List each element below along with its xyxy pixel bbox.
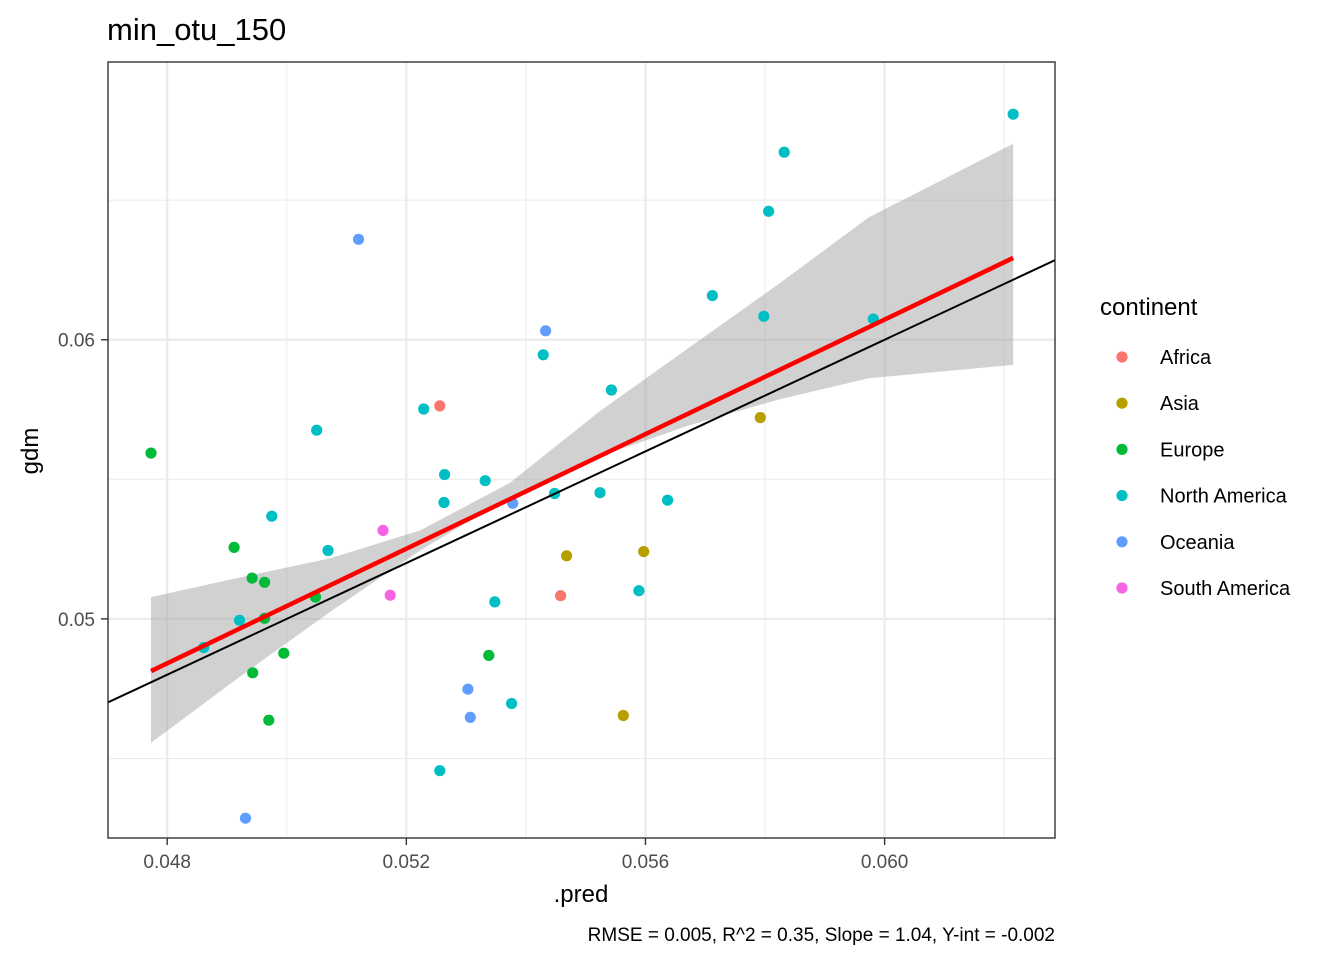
data-point [322,544,334,557]
data-point [758,310,770,322]
data-point [228,541,240,554]
data-point [706,290,719,302]
data-point [754,412,766,424]
data-point [555,590,567,602]
x-tick-label: 0.060 [861,852,909,873]
data-point [259,576,271,588]
data-point [434,400,446,412]
data-point [246,572,258,584]
data-point [605,384,618,396]
data-point [247,667,259,679]
data-point [233,614,246,626]
reference-line [108,259,1055,704]
y-tick-label: 0.06 [58,331,95,352]
x-tick-label: 0.052 [383,852,431,873]
plot-background [108,62,1055,838]
data-point [439,469,451,481]
data-point [145,447,157,459]
data-point [763,205,775,217]
data-point [1007,108,1019,120]
data-point [464,711,476,724]
data-point [633,585,645,597]
data-point [462,683,474,695]
x-tick-label: 0.056 [622,852,670,873]
data-point [540,325,552,337]
legend: continent Africa Asia Europe North America O… [1100,294,1291,600]
data-point [778,146,790,158]
data-point [638,546,650,558]
y-axis-title: gdm [17,428,44,475]
legend-key [1116,582,1128,594]
data-point [479,475,491,487]
data-point [483,649,495,662]
plot-area: 0.048 0.052 0.056 0.060 0.05 0.06 [58,61,1056,873]
data-point [266,510,278,522]
legend-key [1116,490,1128,502]
data-point [384,589,396,601]
data-point [506,697,518,710]
data-point [311,424,323,436]
legend-label: Africa [1160,347,1212,369]
data-point [278,647,290,659]
chart-title: min_otu_150 [107,12,286,47]
data-point [352,233,365,245]
legend-title: continent [1100,294,1198,321]
data-point [377,524,389,537]
legend-key [1116,351,1128,363]
legend-key [1116,536,1128,548]
legend-label: South America [1160,578,1291,600]
data-point [418,403,430,415]
regression-line [150,255,1015,674]
data-point [438,496,450,509]
legend-label: North America [1160,486,1288,508]
legend-key [1116,397,1128,409]
data-point [662,494,674,506]
x-tick-label: 0.048 [143,852,191,873]
data-point [537,349,549,361]
data-point [617,709,629,722]
data-points [145,108,1019,824]
data-point [594,487,606,499]
data-point [561,550,573,562]
y-tick-label: 0.05 [58,610,95,631]
legend-key [1116,443,1128,455]
legend-label: Asia [1160,393,1200,415]
x-axis-title: .pred [554,881,609,908]
data-point [263,714,275,726]
legend-label: Oceania [1160,532,1235,554]
data-point [489,596,501,608]
chart-caption: RMSE = 0.005, R^2 = 0.35, Slope = 1.04, … [588,925,1055,946]
legend-label: Europe [1160,439,1225,461]
data-point [239,812,252,824]
data-point [434,765,446,777]
confidence-band [151,143,1014,743]
plot-border [107,61,1056,839]
